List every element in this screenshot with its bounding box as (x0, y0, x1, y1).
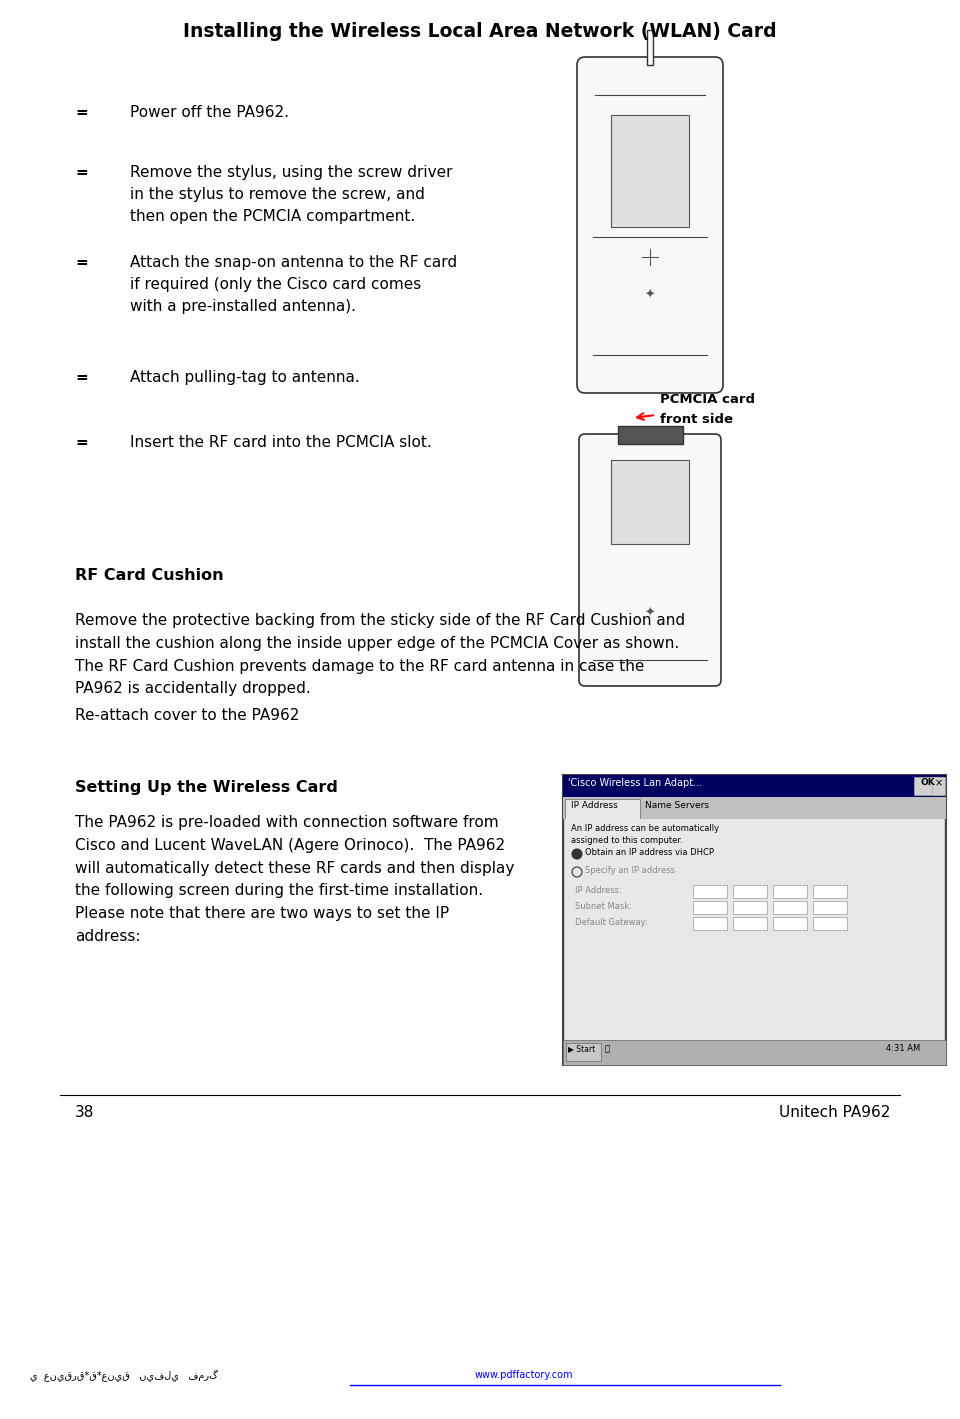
Text: Insert the RF card into the PCMCIA slot.: Insert the RF card into the PCMCIA slot. (130, 436, 432, 450)
Bar (932, 778, 945, 795)
Bar (733, 901, 767, 914)
Text: Unitech PA962: Unitech PA962 (779, 1105, 890, 1120)
Bar (813, 901, 847, 914)
Text: Attach pulling-tag to antenna.: Attach pulling-tag to antenna. (130, 370, 360, 385)
Circle shape (572, 867, 582, 877)
Bar (565, 819, 944, 1040)
Bar (563, 775, 946, 1066)
Text: Specify an IP address: Specify an IP address (585, 866, 675, 876)
Bar (693, 901, 727, 914)
Bar (773, 885, 807, 898)
Bar (813, 917, 847, 929)
Text: RF Card Cushion: RF Card Cushion (75, 568, 224, 583)
Text: 38: 38 (75, 1105, 94, 1120)
Text: ▶ Start: ▶ Start (568, 1044, 595, 1053)
Text: front side: front side (660, 413, 733, 426)
Bar (693, 885, 727, 898)
Bar (611, 460, 689, 543)
Text: Power off the PA962.: Power off the PA962. (130, 105, 289, 121)
Bar (773, 901, 807, 914)
Text: ×: × (935, 778, 943, 788)
Text: Attach the snap-on antenna to the RF card
if required (only the Cisco card comes: Attach the snap-on antenna to the RF car… (130, 255, 457, 315)
Bar (617, 426, 683, 444)
Text: Obtain an IP address via DHCP: Obtain an IP address via DHCP (585, 849, 714, 857)
Text: =: = (75, 255, 87, 270)
Text: www.pdffactory.com: www.pdffactory.com (475, 1369, 573, 1381)
Text: =: = (75, 436, 87, 450)
Text: 🔊: 🔊 (605, 1044, 610, 1053)
Bar (566, 1043, 601, 1061)
Text: 'Cisco Wireless Lan Adapt...: 'Cisco Wireless Lan Adapt... (568, 778, 702, 788)
Bar (733, 917, 767, 929)
Bar (773, 917, 807, 929)
Text: Remove the protective backing from the sticky side of the RF Card Cushion and
in: Remove the protective backing from the s… (75, 613, 685, 697)
Bar (647, 30, 653, 65)
Bar (914, 778, 942, 795)
FancyBboxPatch shape (579, 434, 721, 685)
Bar (563, 775, 946, 797)
Text: An IP address can be automatically: An IP address can be automatically (571, 824, 719, 833)
Text: ✦: ✦ (645, 289, 656, 302)
Text: =: = (75, 370, 87, 385)
FancyBboxPatch shape (577, 57, 723, 393)
Text: The PA962 is pre-loaded with connection software from
Cisco and Lucent WaveLAN (: The PA962 is pre-loaded with connection … (75, 815, 515, 944)
Bar (733, 885, 767, 898)
Text: Remove the stylus, using the screw driver
in the stylus to remove the screw, and: Remove the stylus, using the screw drive… (130, 165, 452, 224)
Text: Subnet Mask:: Subnet Mask: (575, 902, 632, 911)
Bar (565, 799, 640, 819)
Bar (813, 885, 847, 898)
Text: =: = (75, 165, 87, 180)
Text: =: = (75, 105, 87, 121)
Bar (563, 797, 946, 819)
Text: Setting Up the Wireless Card: Setting Up the Wireless Card (75, 780, 338, 795)
Text: PCMCIA card: PCMCIA card (660, 393, 755, 406)
Text: OK: OK (921, 778, 935, 788)
Bar (611, 115, 689, 227)
Text: Default Gateway:: Default Gateway: (575, 918, 648, 927)
Text: Re-attach cover to the PA962: Re-attach cover to the PA962 (75, 708, 300, 724)
Circle shape (572, 849, 582, 858)
Text: 4:31 AM: 4:31 AM (886, 1044, 921, 1053)
Text: Name Servers: Name Servers (645, 800, 709, 810)
Text: IP Address:: IP Address: (575, 885, 622, 895)
Text: Installing the Wireless Local Area Network (WLAN) Card: Installing the Wireless Local Area Netwo… (183, 23, 777, 41)
Bar (563, 1040, 946, 1066)
Text: assigned to this computer.: assigned to this computer. (571, 836, 683, 844)
Text: ✦: ✦ (645, 606, 656, 619)
Text: IP Address: IP Address (571, 800, 617, 810)
Text: ي  عنيقرق*ق*عنيق   نيفلي   فمرگ: ي عنيقرق*ق*عنيق نيفلي فمرگ (30, 1369, 218, 1382)
Bar (693, 917, 727, 929)
